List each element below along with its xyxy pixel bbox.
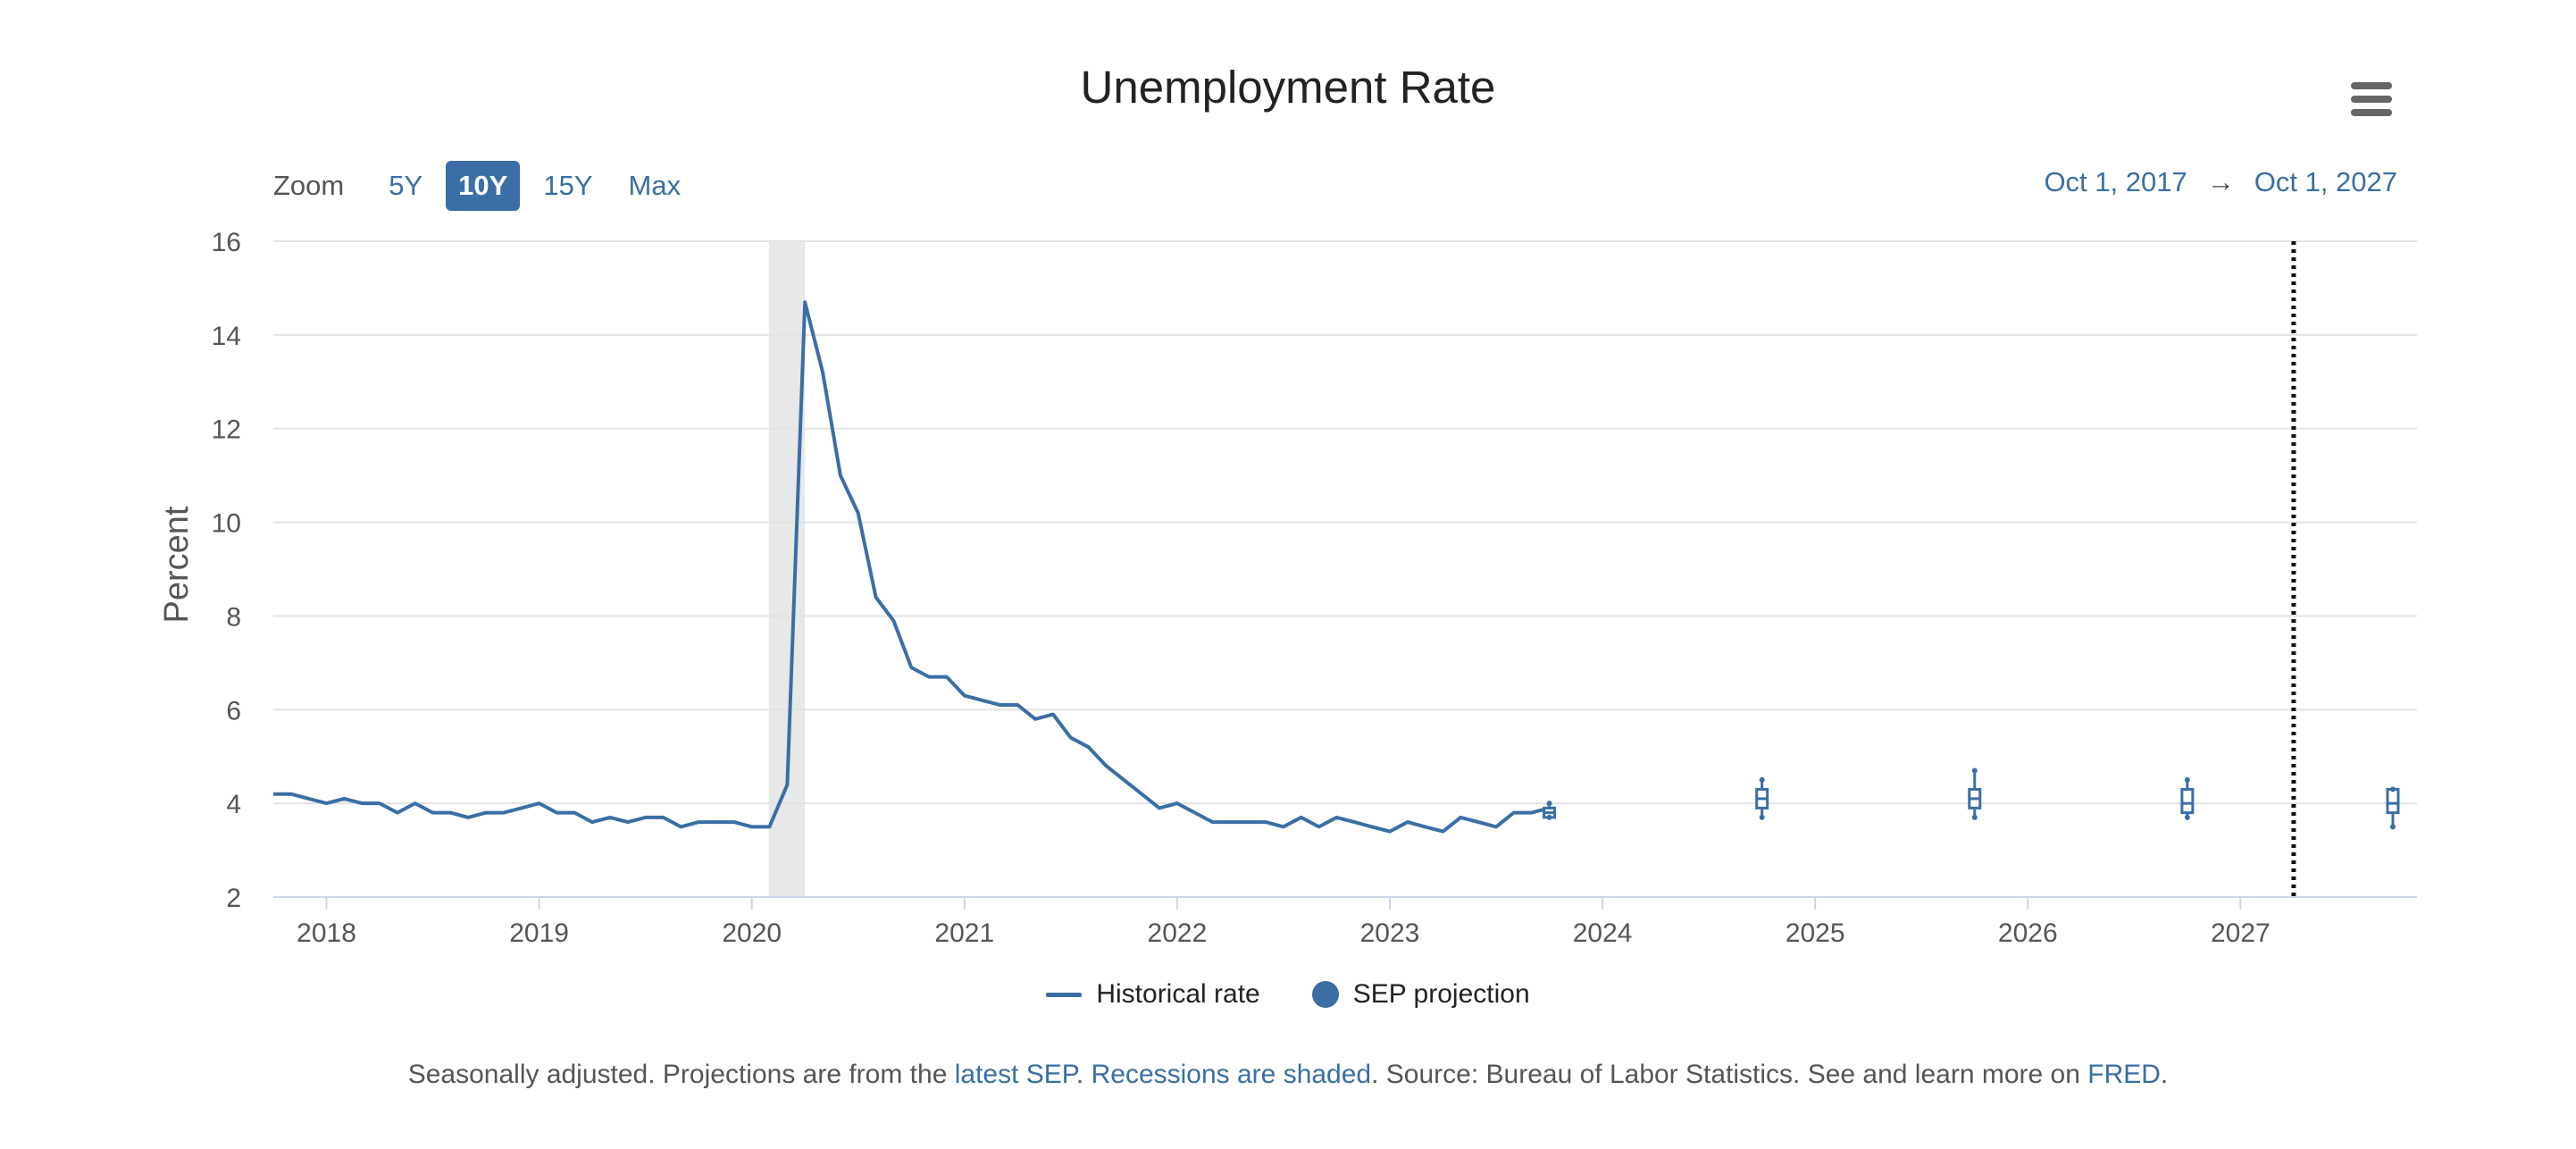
x-tick-label: 2019 <box>509 918 569 948</box>
footer-text-4: . <box>2160 1060 2169 1089</box>
x-tick-label: 2026 <box>1998 918 2058 948</box>
legend-dot-swatch <box>1311 981 1339 1008</box>
projection-min-point <box>1971 814 1978 820</box>
x-tick-label: 2018 <box>297 918 356 948</box>
projection-max-point <box>2389 786 2396 793</box>
y-tick-label: 14 <box>212 322 241 351</box>
chart-title: Unemployment Rate <box>1080 62 1496 113</box>
x-tick-label: 2021 <box>934 918 994 948</box>
latest-sep-link[interactable]: latest SEP <box>954 1060 1076 1089</box>
y-tick-label: 8 <box>226 602 241 632</box>
y-tick-label: 4 <box>226 790 241 819</box>
range-arrow-icon: → <box>2206 166 2235 197</box>
historical-rate-line <box>273 300 1551 834</box>
y-tick-label: 12 <box>212 415 241 445</box>
projection-box <box>2386 787 2400 815</box>
projection-max-point <box>2184 776 2190 783</box>
projection-min-point <box>1546 814 1552 820</box>
footer-note: Seasonally adjusted. Projections are fro… <box>0 1060 2576 1090</box>
x-tick-label: 2020 <box>722 918 782 948</box>
projection-max-point <box>1971 767 1978 774</box>
legend-line-swatch <box>1046 992 1083 997</box>
date-range: Oct 1, 2017 → Oct 1, 2027 <box>2044 166 2397 198</box>
x-tick-label: 2022 <box>1148 918 1208 948</box>
zoom-max-button[interactable]: Max <box>628 170 682 201</box>
recessions-shaded-link[interactable]: Recessions are shaded <box>1091 1060 1372 1089</box>
x-tick-label: 2027 <box>2211 918 2271 948</box>
zoom-10y-button[interactable]: 10Y <box>446 161 521 211</box>
legend-historical-label: Historical rate <box>1096 979 1260 1009</box>
projection-box <box>2180 787 2195 815</box>
projection-max-point <box>1759 776 1765 783</box>
y-axis-label: Percent <box>158 506 196 623</box>
x-tick-label: 2023 <box>1360 918 1420 948</box>
y-tick-label: 6 <box>226 696 241 725</box>
range-to-date[interactable]: Oct 1, 2027 <box>2254 166 2397 197</box>
hamburger-menu-icon[interactable] <box>2351 82 2392 116</box>
projection-max-point <box>1546 801 1552 807</box>
legend-historical[interactable]: Historical rate <box>1046 979 1260 1010</box>
fred-link[interactable]: FRED <box>2087 1060 2161 1089</box>
zoom-5y-button[interactable]: 5Y <box>389 170 423 201</box>
zoom-15y-button[interactable]: 15Y <box>543 170 593 201</box>
y-tick-label: 2 <box>226 884 241 913</box>
recession-band <box>768 241 806 897</box>
legend: Historical rate SEP projection <box>0 979 2576 1010</box>
y-tick-label: 16 <box>212 228 241 257</box>
legend-projection-label: SEP projection <box>1352 979 1530 1009</box>
footer-text-1: Seasonally adjusted. Projections are fro… <box>407 1060 955 1089</box>
footer-text-2: . <box>1075 1060 1091 1089</box>
zoom-bar: Zoom 5Y 10Y 15Y Max <box>273 161 704 211</box>
range-from-date[interactable]: Oct 1, 2017 <box>2044 166 2187 197</box>
zoom-label: Zoom <box>273 170 345 201</box>
x-tick-label: 2024 <box>1573 918 1633 948</box>
x-tick-label: 2025 <box>1786 918 1845 948</box>
projection-min-point <box>1759 814 1765 820</box>
y-tick-label: 10 <box>212 509 241 539</box>
footer-text-3: . Source: Bureau of Labor Statistics. Se… <box>1371 1060 2088 1089</box>
projection-min-point <box>2184 814 2190 820</box>
projection-min-point <box>2389 824 2396 830</box>
legend-projection[interactable]: SEP projection <box>1311 979 1530 1010</box>
